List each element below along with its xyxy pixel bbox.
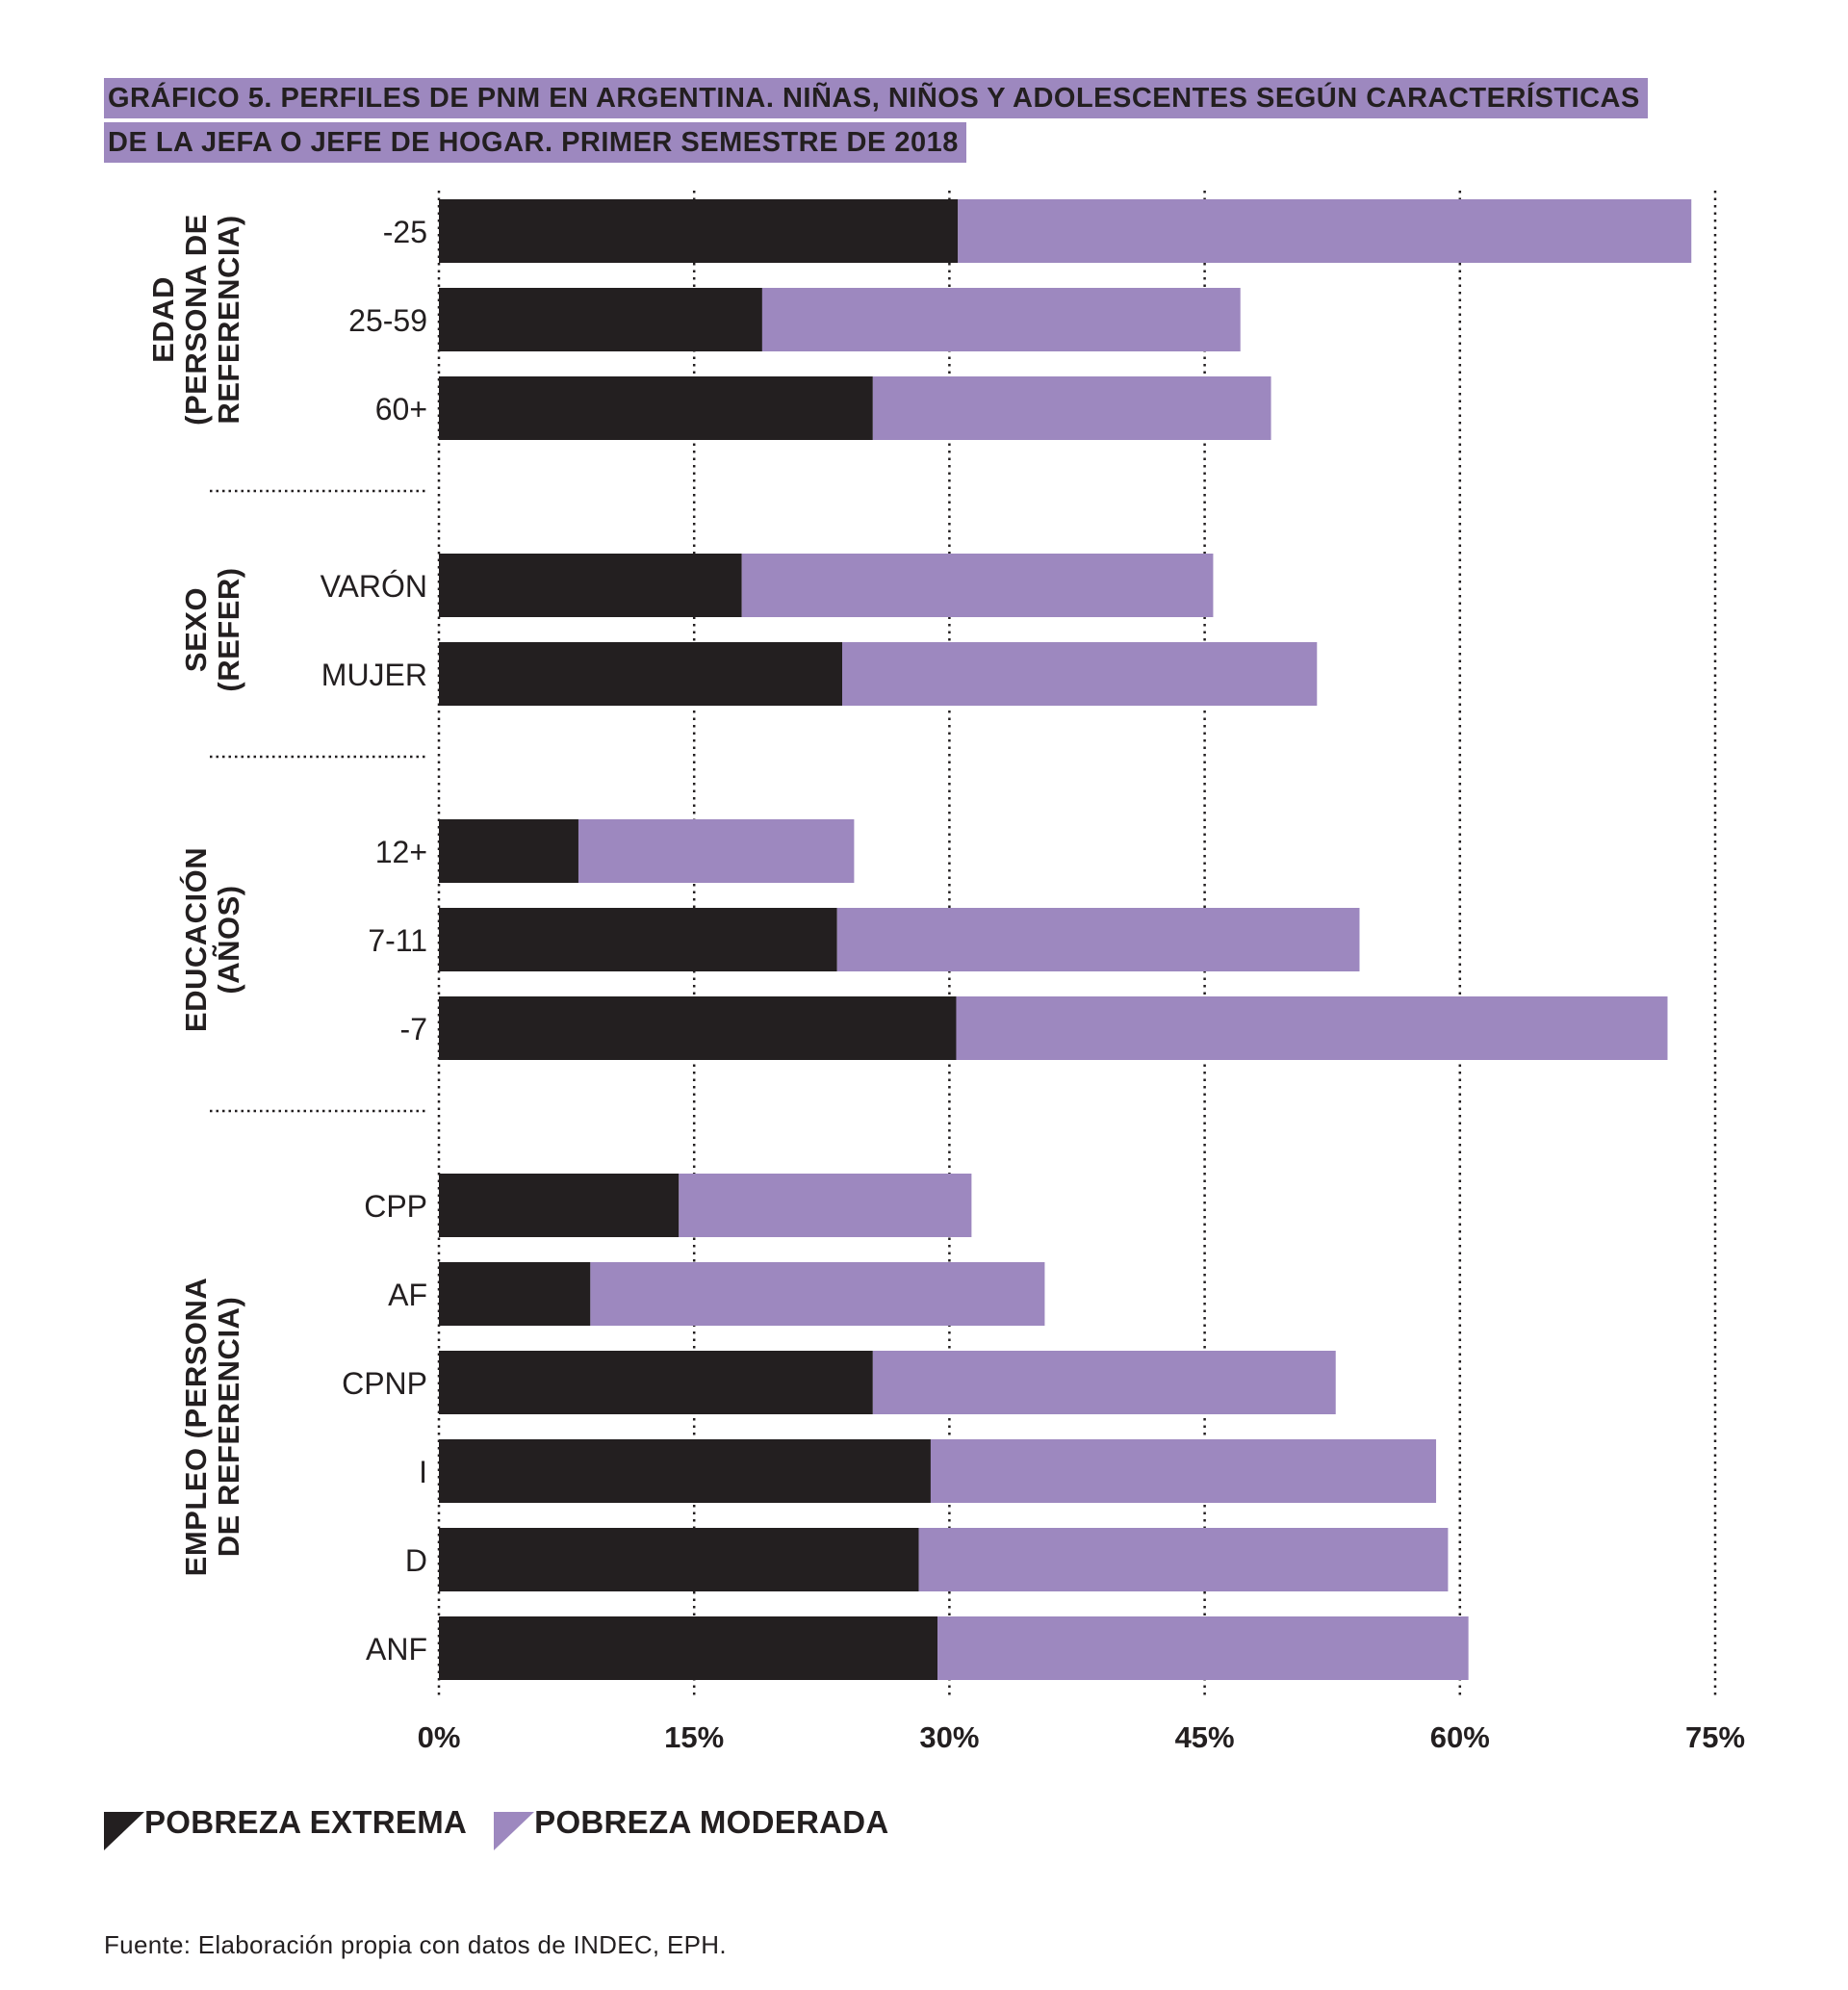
bar-extrema	[439, 199, 959, 263]
group-label-line: (AÑOS)	[212, 885, 245, 994]
group-label-line: EDAD	[146, 276, 180, 363]
bar-moderada	[958, 199, 1692, 263]
bar-moderada	[872, 376, 1271, 440]
legend-label-extrema: POBREZA EXTREMA	[144, 1804, 468, 1840]
bar-moderada	[918, 1528, 1449, 1591]
category-label: 60+	[375, 392, 427, 426]
bar-moderada	[741, 554, 1214, 617]
bar-extrema	[439, 819, 578, 883]
group-label-line: DE REFERENCIA)	[212, 1297, 245, 1558]
bar-extrema	[439, 996, 957, 1060]
group-label-line: EMPLEO (PERSONA	[179, 1278, 213, 1577]
category-label: 25-59	[348, 303, 427, 338]
group-label-line: EDUCACIÓN	[178, 847, 213, 1032]
legend-item-extrema: POBREZA EXTREMA	[104, 1806, 467, 1850]
category-label: CPP	[364, 1189, 427, 1224]
category-label: AF	[388, 1278, 427, 1312]
bar-moderada	[761, 288, 1241, 351]
group-label-line: (PERSONA DE	[179, 214, 213, 426]
bar-moderada	[842, 642, 1318, 706]
bar-extrema	[439, 1439, 931, 1503]
category-label: CPNP	[342, 1366, 427, 1401]
group-label-line: (REFER)	[212, 567, 245, 691]
bar-extrema	[439, 288, 762, 351]
bar-extrema	[439, 554, 742, 617]
category-label: -25	[383, 215, 427, 249]
group-label-line: (AÑOS)	[212, 885, 245, 994]
bar-extrema	[439, 1262, 591, 1326]
group-label-line: SEXO	[179, 587, 213, 672]
group-label-line: REFERENCIA)	[212, 215, 245, 424]
group-label-line: (PERSONA DE	[179, 214, 213, 426]
bar-moderada	[836, 908, 1360, 971]
bar-moderada	[679, 1174, 972, 1237]
legend-label-moderada: POBREZA MODERADA	[534, 1804, 889, 1840]
group-label-line: EDAD	[146, 276, 180, 363]
x-tick-label: 45%	[1175, 1720, 1235, 1754]
bar-moderada	[937, 1616, 1469, 1680]
x-tick-label: 0%	[418, 1720, 461, 1754]
chart-title-line-1: GRÁFICO 5. PERFILES DE PNM EN ARGENTINA.…	[104, 78, 1648, 118]
x-tick-label: 15%	[664, 1720, 724, 1754]
category-label: 7-11	[368, 923, 427, 958]
category-label: MUJER	[321, 658, 427, 692]
bar-moderada	[578, 819, 855, 883]
x-tick-label: 60%	[1430, 1720, 1490, 1754]
bar-extrema	[439, 908, 837, 971]
x-tick-label: 75%	[1685, 1720, 1745, 1754]
stacked-bar-chart: -25 25-59 60+ EDAD (PERSONA DE REFERENCIA) VAR…	[146, 191, 1745, 1754]
bar-moderada	[590, 1262, 1045, 1326]
group-label-line: EDUCACIÓN	[178, 847, 213, 1032]
category-label: 12+	[375, 835, 427, 869]
group-label-line: (REFER)	[212, 567, 245, 691]
legend-swatch-extrema	[104, 1812, 144, 1850]
chart-title: GRÁFICO 5. PERFILES DE PNM EN ARGENTINA.…	[104, 78, 1740, 167]
legend-item-moderada: POBREZA MODERADA	[494, 1806, 888, 1850]
group-label-line: REFERENCIA)	[212, 215, 245, 424]
bar-moderada	[956, 996, 1668, 1060]
category-label: VARÓN	[321, 569, 427, 604]
group-label-line: EMPLEO (PERSONA	[179, 1278, 213, 1577]
legend-swatch-moderada	[494, 1812, 535, 1850]
bar-extrema	[439, 1528, 919, 1591]
category-label: -7	[400, 1012, 427, 1047]
source-note: Fuente: Elaboración propia con datos de …	[104, 1930, 727, 1959]
bar-extrema	[439, 642, 843, 706]
bar-extrema	[439, 376, 873, 440]
group-label-line: SEXO	[179, 587, 213, 672]
chart-title-line-2: DE LA JEFA O JEFE DE HOGAR. PRIMER SEMES…	[104, 122, 966, 163]
bar-moderada	[872, 1351, 1336, 1414]
category-label: D	[405, 1543, 427, 1578]
bar-extrema	[439, 1174, 680, 1237]
category-label: ANF	[366, 1632, 427, 1667]
bar-extrema	[439, 1616, 938, 1680]
x-tick-label: 30%	[919, 1720, 979, 1754]
bar-moderada	[930, 1439, 1437, 1503]
group-label-line: DE REFERENCIA)	[212, 1297, 245, 1558]
legend: POBREZA EXTREMA POBREZA MODERADA	[104, 1806, 916, 1850]
category-label: I	[419, 1455, 427, 1489]
bar-extrema	[439, 1351, 873, 1414]
